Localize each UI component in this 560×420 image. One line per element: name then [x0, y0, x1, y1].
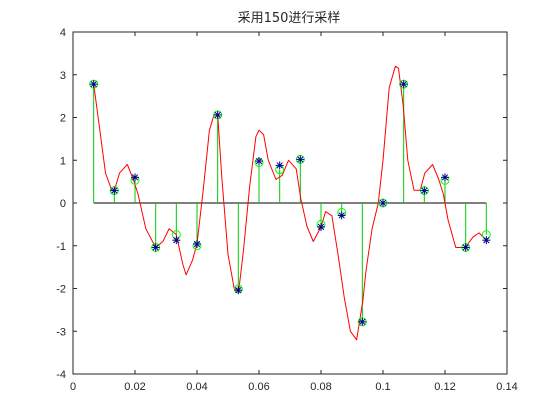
star-marker [275, 161, 284, 170]
x-tick-label: 0.1 [375, 381, 390, 393]
x-tick-label: 0.04 [186, 381, 207, 393]
star-marker [317, 222, 325, 231]
star-marker [461, 243, 470, 252]
y-tick-label: 1 [60, 155, 66, 167]
star-marker [213, 110, 222, 119]
star-marker [151, 243, 160, 252]
y-tick-label: 2 [60, 113, 66, 125]
y-tick-label: -3 [56, 326, 66, 338]
star-marker [172, 236, 181, 245]
star-marker [110, 186, 119, 195]
star-marker [399, 80, 408, 89]
curve-layer [93, 65, 487, 341]
y-tick-label: 4 [60, 27, 66, 39]
y-tick-label: 3 [60, 70, 66, 82]
tick-layer: 0 0.02 0.04 0.06 0.08 0.1 0.12 0.14 -4 -3 -2 -1 0 1 2 3… [56, 27, 517, 393]
series-line [93, 65, 487, 341]
star-marker [255, 157, 263, 166]
x-tick-label: 0.12 [434, 381, 455, 393]
x-tick-label: 0.02 [124, 381, 145, 393]
star-marker [379, 199, 387, 207]
y-tick-label: -4 [56, 369, 66, 381]
x-tick-label: 0.14 [496, 381, 517, 393]
y-tick-label: -2 [56, 284, 66, 296]
star-marker [441, 173, 449, 182]
chart-title: 采用150进行采样 [238, 11, 341, 26]
star-marker [482, 236, 491, 245]
star-marker-layer [89, 80, 491, 326]
y-tick-label: -1 [56, 241, 66, 253]
star-marker [420, 186, 429, 195]
star-marker [234, 286, 243, 295]
x-tick-label: 0 [70, 381, 76, 393]
y-tick-label: 0 [60, 198, 66, 210]
star-marker [131, 173, 139, 182]
star-marker [296, 155, 305, 164]
star-marker [337, 211, 346, 220]
star-marker [358, 317, 367, 326]
star-marker [193, 240, 201, 249]
x-tick-label: 0.08 [310, 381, 331, 393]
x-tick-label: 0.06 [248, 381, 269, 393]
star-marker [89, 80, 98, 89]
